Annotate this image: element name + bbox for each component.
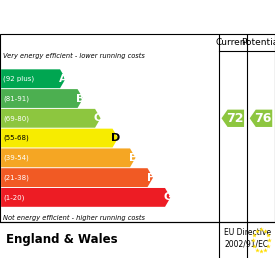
Text: Not energy efficient - higher running costs: Not energy efficient - higher running co… [3, 215, 145, 221]
Polygon shape [1, 89, 83, 108]
Text: F: F [147, 173, 154, 183]
Text: (69-80): (69-80) [3, 115, 29, 122]
Polygon shape [1, 188, 170, 207]
Text: Potential: Potential [241, 38, 275, 47]
Text: (39-54): (39-54) [3, 155, 29, 161]
Text: EU Directive
2002/91/EC: EU Directive 2002/91/EC [224, 228, 271, 248]
Text: (21-38): (21-38) [3, 174, 29, 181]
Polygon shape [1, 129, 118, 148]
Text: (55-68): (55-68) [3, 135, 29, 141]
Text: (81-91): (81-91) [3, 95, 29, 102]
Polygon shape [222, 110, 244, 127]
Text: A: A [59, 74, 67, 84]
Polygon shape [250, 110, 272, 127]
Text: G: G [163, 192, 172, 202]
Text: (92 plus): (92 plus) [3, 76, 34, 82]
Text: Current: Current [216, 38, 250, 47]
Text: 72: 72 [226, 112, 244, 125]
Polygon shape [1, 168, 153, 187]
Text: C: C [94, 113, 102, 123]
Text: Energy Efficiency Rating: Energy Efficiency Rating [33, 9, 242, 24]
Polygon shape [1, 148, 136, 167]
Polygon shape [1, 69, 65, 88]
Text: (1-20): (1-20) [3, 194, 25, 201]
Polygon shape [1, 109, 101, 128]
Text: 76: 76 [254, 112, 272, 125]
Text: Very energy efficient - lower running costs: Very energy efficient - lower running co… [3, 53, 145, 59]
Text: England & Wales: England & Wales [6, 233, 117, 246]
Text: E: E [129, 153, 137, 163]
Text: D: D [111, 133, 120, 143]
Text: B: B [76, 93, 84, 103]
